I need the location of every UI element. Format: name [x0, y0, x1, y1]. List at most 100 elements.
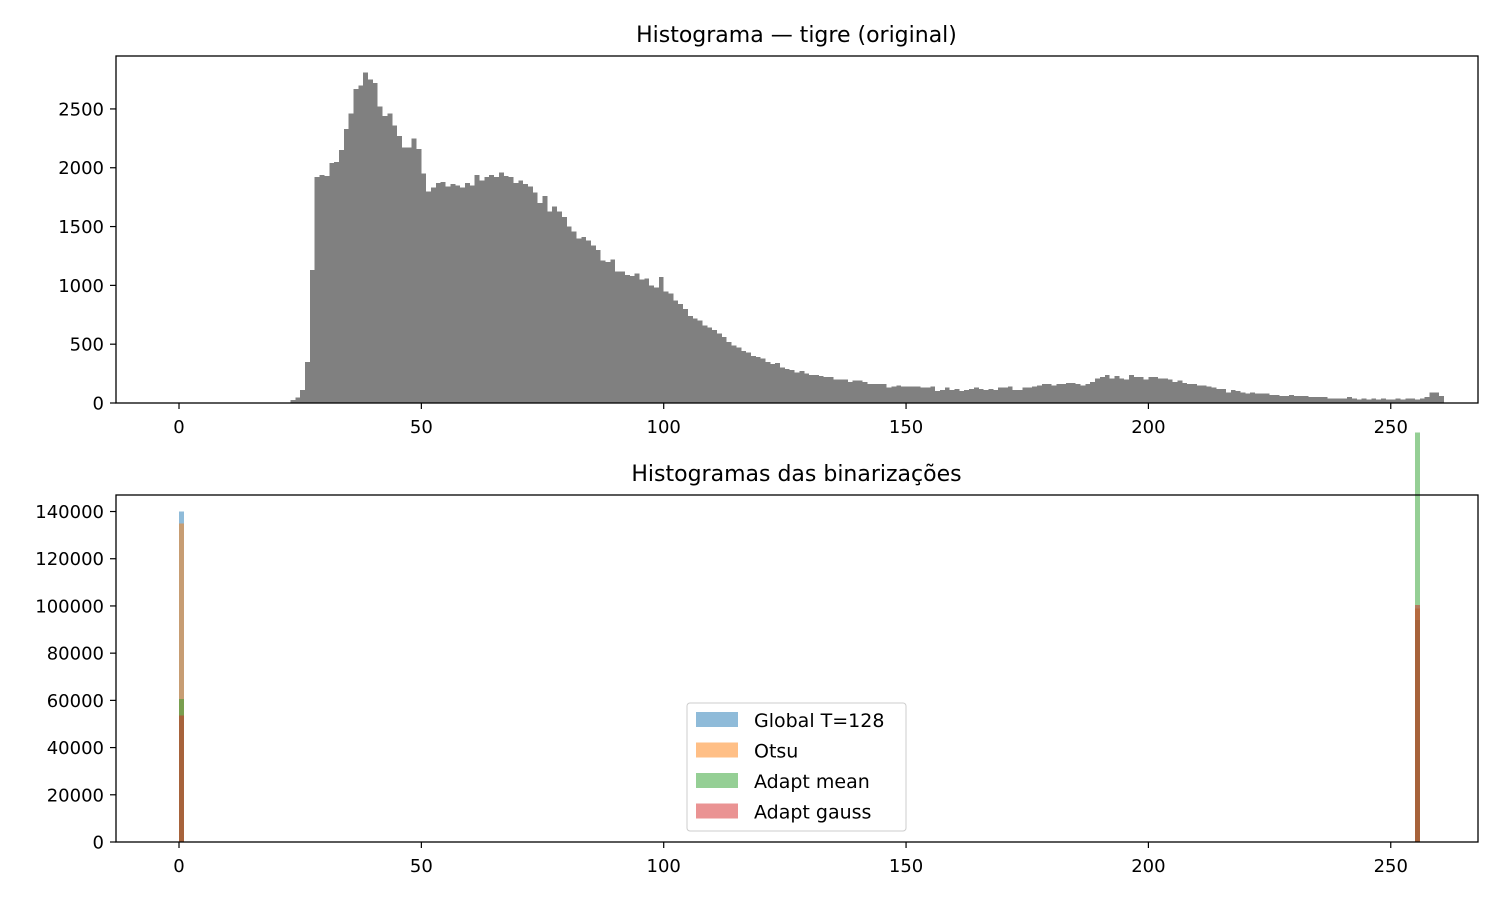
x-tick-label: 200: [1131, 417, 1165, 438]
histogram-bar: [557, 211, 562, 403]
histogram-bar: [809, 374, 814, 403]
histogram-bar: [944, 387, 950, 403]
y-tick-label: 100000: [35, 596, 104, 617]
histogram-bar: [1066, 383, 1071, 403]
histogram-bar: [1298, 395, 1304, 403]
histogram-bar: [872, 384, 877, 403]
y-axis: 0 20000 40000 60000 80000 100000 120000 140000: [35, 502, 116, 854]
bar-series: [285, 72, 1445, 404]
histogram-bar: [421, 173, 427, 403]
histogram-bar: [460, 187, 465, 403]
histogram-bar: [881, 384, 887, 403]
histogram-bar: [489, 174, 495, 403]
histogram-bar: [1288, 394, 1294, 403]
histogram-bar: [1085, 384, 1091, 403]
x-axis: 0 50 100 150 200 250: [173, 842, 1408, 877]
histogram-bar: [1400, 399, 1406, 403]
histogram-bar: [823, 377, 829, 403]
legend-swatch: [696, 712, 738, 727]
histogram-bar: [1439, 395, 1445, 403]
histogram-bar: [1027, 387, 1033, 403]
legend-label: Adapt gauss: [754, 802, 871, 824]
histogram-bar: [838, 379, 844, 403]
histogram-bar: [411, 138, 417, 403]
histogram-bar: [532, 192, 538, 403]
histogram-bar: [910, 386, 916, 403]
histogram-bar: [1187, 384, 1193, 403]
histogram-bar: [949, 390, 955, 403]
y-tick-label: 0: [93, 394, 104, 415]
histogram-bar: [1376, 399, 1382, 403]
histogram-bar: [377, 106, 383, 404]
histogram-bar: [755, 357, 761, 403]
y-tick-label: 2000: [58, 158, 104, 179]
histogram-bar: [862, 381, 868, 403]
histogram-bar: [1129, 374, 1134, 403]
histogram-bar: [1245, 393, 1251, 403]
histogram-bar: [886, 387, 892, 403]
histogram-bar: [479, 180, 485, 403]
histogram-bar: [464, 183, 470, 403]
y-tick-label: 40000: [47, 738, 104, 759]
bar-series: [179, 432, 1420, 842]
histogram-bar: [1075, 384, 1081, 403]
histogram-bar: [1235, 391, 1241, 403]
chart-title: Histogramas das binarizações: [631, 462, 961, 487]
histogram-bar: [309, 270, 315, 403]
histogram-bar: [843, 379, 848, 403]
histogram-bar: [571, 231, 577, 403]
histogram-bar: [959, 391, 965, 403]
histogram-bar: [435, 183, 441, 403]
histogram-bar: [741, 351, 747, 403]
histogram-bar: [591, 245, 596, 403]
histogram-bar-series-3: [1414, 604, 1420, 842]
histogram-bar: [338, 150, 344, 403]
histogram-bar: [1080, 385, 1086, 403]
histogram-bar: [964, 390, 970, 403]
histogram-bar: [736, 347, 742, 403]
x-tick-label: 150: [889, 417, 923, 438]
histogram-bar: [818, 375, 824, 403]
legend-label: Otsu: [754, 741, 798, 763]
histogram-bar: [1264, 393, 1270, 403]
x-tick-label: 50: [410, 856, 433, 877]
histogram-bar: [644, 278, 650, 403]
histogram-bar: [658, 277, 664, 403]
histogram-bar: [397, 135, 402, 403]
histogram-bar: [925, 387, 931, 403]
histogram-bar: [1269, 394, 1275, 403]
histogram-bar: [1143, 379, 1149, 403]
histogram-bar: [1206, 386, 1212, 403]
histogram-bar: [1017, 390, 1023, 403]
histogram-bar: [896, 385, 902, 403]
histogram-bar: [1356, 399, 1362, 403]
histogram-bar: [983, 390, 989, 403]
histogram-bar: [906, 386, 911, 403]
plot-frame: [115, 55, 1479, 404]
histogram-bar: [518, 180, 524, 403]
histogram-bar: [401, 147, 407, 403]
histogram-bar: [1036, 385, 1042, 403]
histogram-bar: [750, 355, 756, 403]
histogram-bar: [1095, 378, 1100, 403]
histogram-bar: [1342, 398, 1348, 403]
histogram-bar: [1419, 398, 1425, 403]
histogram-bar: [1313, 397, 1319, 403]
histogram-bar: [455, 185, 461, 403]
histogram-bar: [426, 191, 432, 403]
y-tick-label: 500: [70, 335, 104, 356]
histogram-bar: [726, 341, 732, 403]
histogram-bar: [765, 361, 771, 403]
histogram-bar: [1221, 388, 1226, 403]
histogram-bar: [1255, 393, 1260, 403]
histogram-bar: [348, 113, 354, 403]
histogram-bar: [450, 184, 456, 403]
histogram-bar: [1099, 377, 1105, 403]
histogram-bar: [1211, 387, 1217, 403]
histogram-bar: [1410, 398, 1415, 403]
histogram-bar-series-3: [179, 715, 184, 842]
histogram-bar: [1429, 392, 1435, 403]
histogram-bar: [784, 368, 790, 403]
histogram-bar: [431, 187, 436, 403]
histogram-bar: [1327, 398, 1333, 403]
